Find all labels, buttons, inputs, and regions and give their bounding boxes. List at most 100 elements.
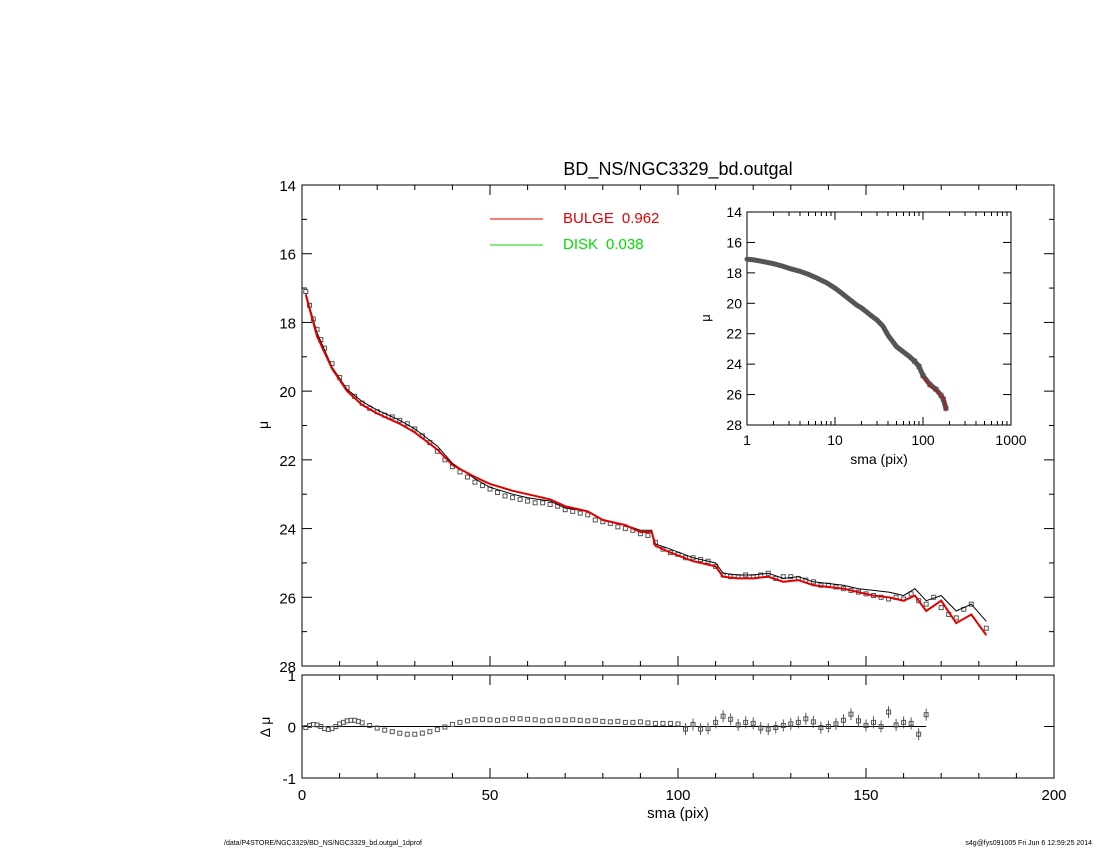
resid-point: [765, 726, 771, 732]
main-plot: 14 16 18 20 22 24 26 28: [279, 178, 1055, 676]
data-point: [510, 495, 516, 501]
data-point: [517, 496, 523, 502]
resid-point: [622, 719, 628, 725]
data-point: [532, 500, 538, 506]
resid-point: [412, 731, 418, 737]
data-point: [916, 598, 922, 604]
resid-point: [637, 719, 643, 725]
resid-point: [667, 720, 673, 726]
resid-point: [645, 720, 651, 726]
resid-point: [457, 719, 463, 725]
data-point: [983, 625, 989, 631]
resid-point: [517, 716, 523, 722]
data-point: [495, 489, 501, 495]
inset-data-point: [916, 363, 922, 369]
data-point: [389, 414, 395, 420]
resid-point: [389, 729, 395, 735]
resid-point: [562, 717, 568, 723]
data-point: [788, 574, 794, 580]
resid-point: [683, 726, 689, 732]
resid-point: [871, 719, 877, 725]
legend-disk-label: DISK 0.038: [563, 236, 644, 253]
resid-point: [382, 727, 388, 733]
resid-point: [720, 713, 726, 719]
resid-point: [773, 725, 779, 731]
data-point: [968, 601, 974, 607]
resid-point: [434, 727, 440, 733]
y-tick-label: 20: [279, 384, 296, 401]
inset-x-tick-label: 10: [827, 432, 843, 448]
data-point: [923, 601, 929, 607]
resid-point: [878, 724, 884, 729]
chart-title: BD_NS/NGC3329_bd.outgal: [563, 159, 792, 180]
inset-x-tick-label: 1000: [995, 432, 1026, 448]
total-model-line: [305, 293, 987, 622]
resid-point: [547, 717, 553, 723]
resid-point: [735, 722, 741, 728]
inset-x-tick-label: 100: [911, 432, 935, 448]
y-tick-label: 22: [279, 453, 296, 470]
legend-bulge-label: BULGE 0.962: [563, 210, 659, 227]
inset-data-point: [911, 358, 917, 364]
resid-point: [525, 716, 531, 722]
resid-point: [502, 717, 508, 723]
y-tick-label: 14: [279, 178, 296, 195]
resid-x-tick-label: 150: [853, 787, 878, 804]
resid-point: [780, 722, 786, 728]
inset-y-tick-label: 22: [726, 326, 742, 342]
data-point: [577, 510, 583, 516]
resid-point: [893, 722, 899, 728]
residual-ylabel: Δ μ: [257, 717, 273, 738]
resid-point: [758, 725, 764, 731]
data-point: [472, 479, 478, 485]
residual-xlabel: sma (pix): [647, 805, 709, 822]
inset-y-tick-label: 20: [726, 295, 742, 311]
resid-point: [886, 709, 892, 715]
resid-point: [848, 711, 854, 717]
resid-point: [923, 712, 929, 718]
resid-point: [810, 719, 816, 725]
resid-point: [449, 721, 455, 727]
inset-y-tick-label: 14: [726, 204, 742, 220]
resid-x-tick-label: 100: [665, 787, 690, 804]
data-point: [592, 517, 598, 523]
data-point: [397, 417, 403, 423]
resid-point: [818, 725, 824, 731]
data-point: [464, 474, 470, 480]
resid-point: [713, 719, 719, 725]
data-point: [908, 591, 914, 597]
resid-point: [916, 731, 922, 737]
resid-point: [442, 724, 448, 730]
resid-point: [487, 717, 493, 723]
footer-file-path: /data/P4STORE/NGC3329/BD_NS/NGC3329_bd.o…: [224, 840, 422, 847]
resid-point: [585, 718, 591, 724]
data-point: [303, 289, 309, 295]
resid-point: [750, 720, 756, 726]
resid-point: [333, 724, 339, 729]
y-tick-label: 26: [279, 590, 296, 607]
data-point: [479, 483, 485, 489]
resid-x-tick-label: 0: [298, 787, 306, 804]
resid-point: [464, 718, 470, 724]
y-tick-label: 16: [279, 247, 296, 264]
data-point: [938, 605, 944, 611]
data-point: [585, 512, 591, 518]
resid-point: [555, 717, 561, 723]
resid-point: [600, 718, 606, 724]
bulge-model-line: [304, 294, 988, 636]
data-point: [953, 615, 959, 621]
data-point: [502, 493, 508, 499]
resid-point: [630, 719, 636, 725]
resid-point: [577, 717, 583, 723]
inset-ylabel: μ: [698, 314, 713, 322]
inset-xlabel: sma (pix): [850, 451, 908, 467]
resid-point: [660, 720, 666, 726]
resid-x-tick-label: 50: [482, 787, 499, 804]
resid-point: [397, 730, 403, 736]
resid-y-tick-label: -1: [283, 771, 296, 788]
resid-y-tick-label: 0: [288, 720, 296, 737]
data-point: [622, 526, 628, 532]
resid-point: [840, 717, 846, 723]
resid-point: [570, 717, 576, 723]
resid-point: [374, 725, 380, 731]
